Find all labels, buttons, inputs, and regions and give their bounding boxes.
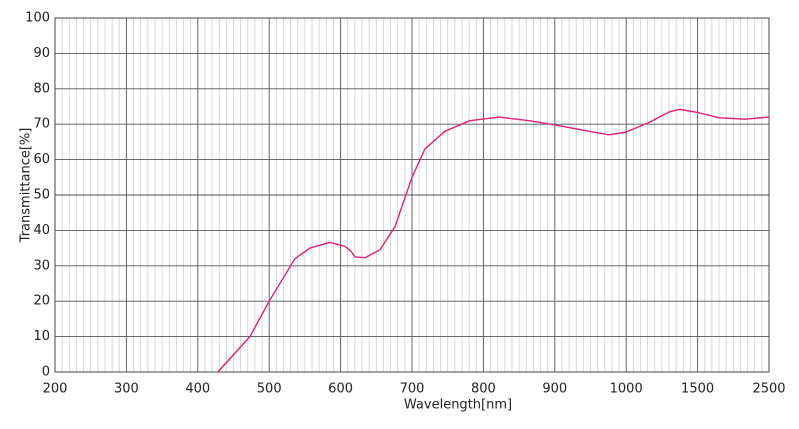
x-tick-label: 200 (43, 382, 68, 397)
y-tick-label: 100 (25, 11, 50, 26)
x-tick-label: 800 (471, 382, 496, 397)
x-tick-label: 400 (185, 382, 210, 397)
x-tick-label: 900 (542, 382, 567, 397)
x-tick-label: 1000 (610, 382, 643, 397)
y-axis-label: Transmittance[%] (19, 128, 34, 244)
y-tick-label: 0 (42, 365, 50, 380)
x-tick-label: 700 (400, 382, 425, 397)
y-tick-label: 60 (33, 152, 50, 167)
x-tick-label: 300 (114, 382, 139, 397)
y-tick-label: 10 (33, 329, 50, 344)
plot-frame (54, 17, 770, 373)
x-tick-label: 1500 (681, 382, 714, 397)
x-tick-label: 600 (328, 382, 353, 397)
y-tick-label: 50 (33, 188, 50, 203)
y-tick-label: 80 (33, 81, 50, 96)
y-tick-label: 30 (33, 258, 50, 273)
x-tick-label: 500 (257, 382, 282, 397)
data-line (217, 108, 770, 373)
x-axis-label: Wavelength[nm] (404, 398, 512, 413)
x-tick-label: 2500 (752, 382, 785, 397)
y-tick-label: 20 (33, 294, 50, 309)
y-tick-label: 40 (33, 223, 50, 238)
y-tick-label: 70 (33, 117, 50, 132)
y-tick-label: 90 (33, 46, 50, 61)
